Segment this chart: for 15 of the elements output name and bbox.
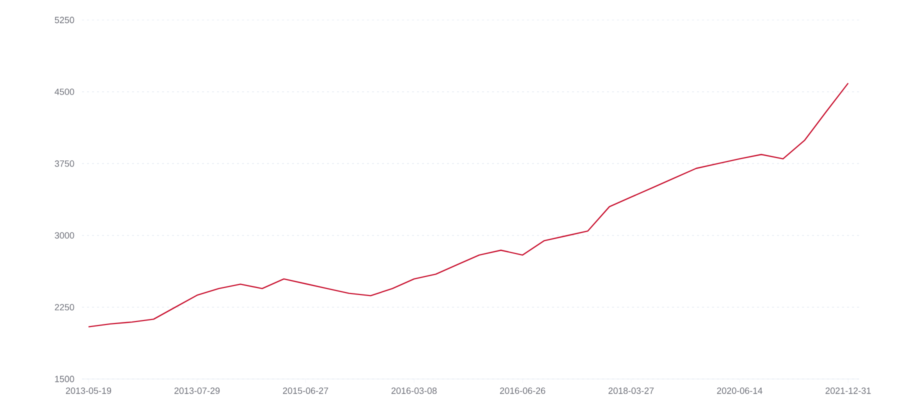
y-tick-label: 4500 — [54, 88, 74, 95]
x-tick-label: 2021-12-31 — [826, 388, 871, 394]
y-tick-label: 3750 — [54, 160, 74, 167]
x-tick-label: 2015-06-27 — [282, 388, 328, 394]
y-tick-label: 5250 — [54, 16, 74, 24]
x-tick-label: 2016-06-26 — [500, 388, 546, 394]
y-tick-label: 3000 — [54, 232, 74, 239]
x-tick-label: 2020-06-14 — [717, 388, 762, 394]
x-tick-label: 2018-03-27 — [608, 388, 654, 394]
y-tick-label: 1500 — [55, 376, 74, 382]
x-tick-label: 2013-07-29 — [174, 388, 220, 394]
x-tick-label: 2013-05-19 — [66, 388, 112, 394]
y-tick-label: 2250 — [54, 304, 74, 310]
line-series — [88, 82, 849, 328]
x-tick-label: 2016-03-08 — [392, 388, 437, 394]
